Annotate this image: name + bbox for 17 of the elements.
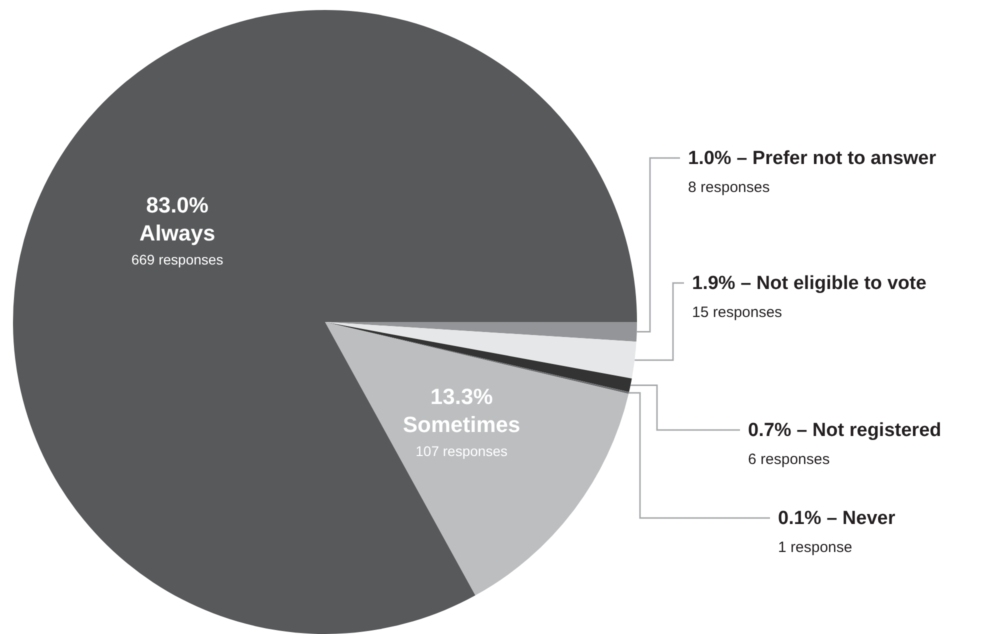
data-label: 83.0% — [146, 192, 208, 218]
data-label: 13.3% — [430, 384, 493, 409]
text: 669 responses — [131, 252, 224, 268]
pie-slice — [325, 322, 636, 379]
slice-label: Always — [139, 220, 216, 246]
slice-label: Sometimes — [402, 412, 520, 437]
slice-label: 0.1% – Never — [778, 508, 896, 529]
text: 8 responses — [688, 179, 770, 196]
slice-label: 1.0% – Prefer not to answer — [688, 148, 937, 169]
text: 15 responses — [692, 304, 782, 321]
slice-label: 1.9% – Not eligible to vote — [692, 273, 926, 294]
text: 107 responses — [416, 442, 508, 459]
text: 1 response — [778, 539, 852, 556]
slice-label: 0.7% – Not registered — [748, 420, 942, 441]
pie-slice — [13, 10, 637, 634]
pie-slice — [325, 322, 629, 596]
text: 6 responses — [748, 451, 830, 468]
